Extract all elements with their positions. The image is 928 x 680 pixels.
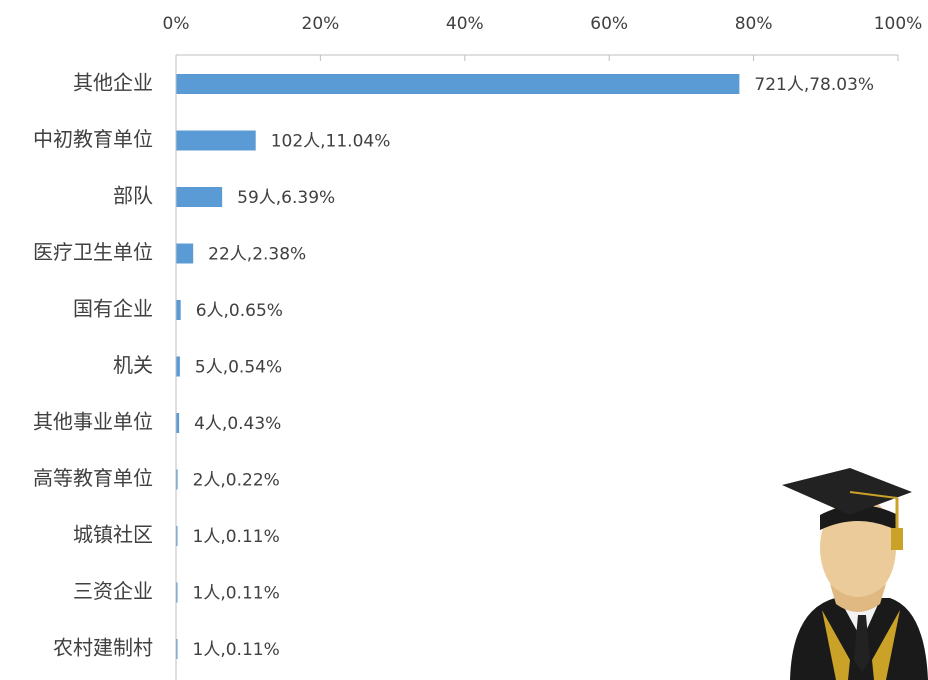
bar — [176, 74, 740, 94]
value-label: 721人,78.03% — [754, 75, 874, 95]
bar — [176, 413, 180, 433]
bar — [176, 356, 180, 377]
y-tick-label: 中初教育单位 — [33, 127, 153, 151]
y-tick-label: 其他事业单位 — [33, 410, 153, 434]
bar — [176, 130, 256, 151]
bar — [176, 526, 178, 546]
x-tick-label: 40% — [446, 14, 484, 34]
value-label: 102人,11.04% — [271, 132, 391, 152]
x-tick-label: 80% — [735, 14, 773, 34]
value-label: 2人,0.22% — [193, 471, 280, 491]
y-tick-label: 机关 — [113, 353, 153, 377]
y-tick-label: 三资企业 — [73, 579, 153, 603]
y-tick-label: 农村建制村 — [53, 636, 153, 660]
value-label: 1人,0.11% — [193, 640, 280, 660]
value-label: 22人,2.38% — [208, 245, 306, 265]
bar — [176, 243, 194, 264]
bar — [176, 582, 178, 603]
x-tick-label: 60% — [590, 14, 628, 34]
y-tick-label: 部队 — [113, 184, 153, 208]
bar — [176, 300, 181, 320]
graduate-icon — [782, 468, 928, 680]
x-tick-label: 20% — [302, 14, 340, 34]
value-label: 5人,0.54% — [195, 358, 282, 378]
value-label: 1人,0.11% — [193, 527, 280, 547]
value-label: 1人,0.11% — [193, 584, 280, 604]
bar — [176, 639, 178, 659]
value-label: 6人,0.65% — [196, 301, 283, 321]
value-label: 59人,6.39% — [237, 188, 335, 208]
value-label: 4人,0.43% — [194, 414, 281, 434]
bar — [176, 187, 223, 207]
bar — [176, 469, 178, 490]
x-tick-label: 100% — [874, 14, 923, 34]
y-tick-label: 国有企业 — [73, 297, 153, 321]
y-tick-label: 医疗卫生单位 — [33, 240, 153, 264]
x-tick-label: 0% — [163, 14, 190, 34]
y-tick-label: 高等教育单位 — [33, 466, 153, 490]
y-tick-label: 其他企业 — [73, 71, 153, 95]
y-tick-label: 城镇社区 — [73, 523, 153, 547]
